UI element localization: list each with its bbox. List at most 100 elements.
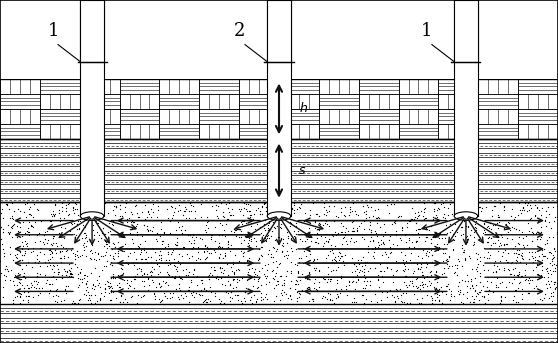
Point [236, 241, 245, 246]
Point [186, 280, 195, 285]
Point [338, 253, 347, 259]
Point [244, 240, 253, 246]
Point [204, 246, 213, 252]
Point [240, 234, 249, 239]
Point [315, 220, 324, 225]
Point [335, 291, 344, 296]
Point [360, 272, 369, 278]
Point [496, 233, 505, 238]
Point [220, 250, 229, 256]
Point [553, 282, 558, 287]
Point [479, 224, 488, 229]
Point [106, 285, 115, 290]
Point [543, 275, 552, 280]
Point [194, 244, 203, 249]
Point [110, 212, 119, 217]
Ellipse shape [267, 212, 291, 221]
Point [122, 201, 131, 206]
Point [491, 270, 500, 275]
Point [291, 238, 300, 244]
Point [220, 300, 229, 306]
Point [503, 241, 512, 247]
Point [455, 210, 464, 215]
Point [455, 211, 464, 216]
Point [393, 293, 402, 298]
Point [69, 250, 78, 256]
Point [443, 265, 452, 271]
Point [327, 245, 336, 251]
Point [462, 235, 471, 240]
Point [512, 299, 521, 304]
Point [246, 208, 254, 214]
Point [544, 211, 553, 217]
Point [396, 236, 405, 241]
Point [345, 238, 354, 244]
Point [71, 256, 80, 262]
Point [448, 263, 457, 269]
Point [548, 204, 557, 210]
Point [178, 253, 187, 259]
Point [161, 257, 170, 262]
Point [9, 222, 18, 228]
Point [144, 255, 153, 260]
Point [236, 235, 245, 240]
Point [338, 224, 347, 229]
Point [95, 233, 104, 238]
Point [90, 300, 99, 306]
Point [287, 278, 296, 284]
Point [422, 261, 431, 267]
Point [94, 273, 103, 279]
Point [540, 246, 549, 251]
Point [25, 211, 34, 216]
Point [24, 247, 33, 252]
Point [511, 265, 519, 270]
Point [432, 233, 441, 238]
Point [456, 208, 465, 213]
Point [441, 288, 450, 294]
Point [147, 255, 156, 260]
Point [550, 269, 558, 274]
Point [4, 268, 13, 273]
Point [425, 270, 434, 275]
Point [23, 244, 32, 249]
Point [420, 200, 429, 205]
Point [293, 270, 302, 275]
Point [468, 294, 477, 299]
Point [396, 298, 405, 304]
Point [420, 281, 429, 286]
Point [371, 247, 379, 252]
Point [13, 224, 22, 229]
Point [276, 290, 285, 296]
Point [415, 234, 424, 240]
Point [248, 246, 257, 251]
Point [336, 250, 345, 255]
Point [51, 287, 60, 293]
Point [85, 297, 94, 303]
Point [131, 276, 140, 282]
Point [46, 256, 55, 261]
Point [277, 225, 286, 231]
Point [253, 257, 262, 262]
Point [335, 257, 344, 262]
Point [209, 267, 218, 273]
Point [359, 278, 368, 284]
Point [249, 273, 258, 279]
Point [282, 240, 291, 246]
Point [331, 286, 340, 292]
Point [287, 235, 296, 241]
Point [392, 232, 401, 237]
Point [143, 228, 152, 234]
Point [20, 270, 28, 276]
Point [314, 213, 323, 219]
Point [237, 298, 246, 304]
Point [122, 245, 131, 251]
Point [421, 215, 430, 220]
Point [261, 291, 270, 297]
Point [348, 201, 357, 206]
Point [137, 294, 146, 300]
Point [37, 218, 46, 224]
Point [259, 296, 268, 301]
Point [332, 277, 341, 282]
Point [414, 227, 423, 232]
Point [456, 200, 465, 206]
